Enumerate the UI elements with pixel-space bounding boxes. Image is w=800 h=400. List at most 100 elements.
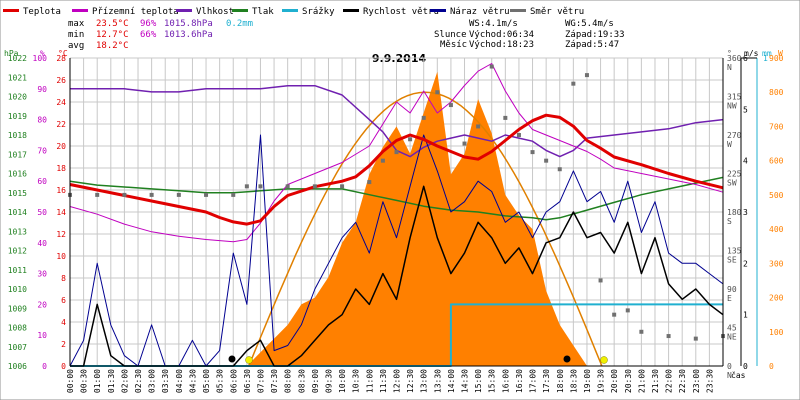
stat-max-hum: 96% [140,19,157,29]
tick-label-w: 300 [769,259,784,268]
info-block: WS:4.1m/s WG:5.4m/s Slunce Východ:06:34 … [434,19,625,50]
stats-block: max 23.5°C 96% 1015.8hPa 0.2mm min 12.7°… [68,19,253,51]
tick-label-deg: 360 [727,54,742,63]
tick-label-deg: 315 [727,93,742,102]
legend: Teplota Přízemní teplota Vlhkost Tlak Srážky… [3,7,584,17]
tick-label-dir: NE [727,333,737,342]
x-tick-label: 00:00 [66,369,75,393]
tick-label-w: 900 [769,54,784,63]
x-tick-label: 18:00 [556,369,565,393]
axes: 1006100710081009101010111012101310141015… [8,54,784,380]
legend-swatch-rychlost [343,9,359,12]
tick-label-w: 600 [769,157,784,166]
wind-direction-point [231,192,236,197]
tick-label-degc: 14 [56,208,66,217]
tick-label-ms: 0 [743,362,748,371]
wind-direction-point [625,308,630,313]
sun-set: Západ:19:33 [565,30,625,40]
wind-direction-point [380,158,385,163]
wind-direction-point [516,133,521,137]
tick-label-hpa: 1022 [8,54,27,63]
legend-swatch-teplota [3,9,19,12]
tick-label-w: 200 [769,294,784,303]
legend-label-rychlost: Rychlost větru [363,7,439,17]
wind-direction-point [258,184,263,189]
x-tick-label: 04:00 [175,369,184,393]
tick-label-hpa: 1009 [8,304,27,313]
tick-label-ms: 3 [743,208,748,217]
tick-label-pct: 20 [37,300,47,309]
x-tick-label: 10:30 [352,369,361,393]
x-tick-label: 03:00 [148,369,157,393]
legend-swatch-prizemni [72,9,88,12]
stat-min-press: 1013.6hPa [164,30,213,40]
tick-label-hpa: 1017 [8,150,27,159]
tick-label-ms: 1 [743,311,748,320]
tick-label-w: 800 [769,88,784,97]
solar-area [246,71,587,366]
legend-label-tlak: Tlak [252,7,274,17]
sun-rise: Východ:06:34 [469,30,534,40]
wind-direction-point [394,150,399,155]
x-tick-label: 09:30 [324,369,333,393]
x-tick-label: 14:00 [447,369,456,393]
tick-label-hpa: 1016 [8,170,27,179]
tick-label-degc: 2 [61,340,66,349]
axis-unit-degc: °C [58,49,68,58]
tick-label-dir: W [727,140,732,149]
tick-label-degc: 4 [61,318,66,327]
x-tick-label: 02:30 [134,369,143,393]
tick-label-ms: 5 [743,105,748,114]
x-tick-label: 21:00 [637,369,646,393]
x-tick-label: 07:00 [256,369,265,393]
tick-label-degc: 24 [56,98,66,107]
x-tick-label: 08:00 [284,369,293,393]
tick-label-deg: 270 [727,131,742,140]
tick-label-w: 100 [769,328,784,337]
tick-label-ms: 2 [743,259,748,268]
x-tick-label: 22:00 [665,369,674,393]
wind-direction-point [408,137,413,142]
x-tick-label: 13:30 [433,369,442,393]
axis-unit-mm: mm [762,49,772,58]
stat-avg-label: avg [68,41,84,51]
stat-avg-temp: 18.2°C [96,41,129,51]
tick-label-pct: 70 [37,146,47,155]
x-tick-label: 20:00 [610,369,619,393]
series-line-teplota [69,113,724,226]
x-tick-label: 07:30 [270,369,279,393]
x-tick-label: 06:00 [229,369,238,393]
tick-label-degc: 8 [61,274,66,283]
x-tick-label: 13:00 [420,369,429,393]
stat-max-label: max [68,19,85,29]
tick-label-pct: 10 [37,331,47,340]
moon-set: Západ:5:47 [565,40,619,50]
wind-direction-point [693,336,698,341]
tick-label-pct: 50 [37,208,47,217]
wind-direction-point [571,81,576,86]
wind-direction-point [503,115,508,120]
tick-label-dir: E [727,294,732,303]
tick-label-w: 400 [769,225,784,234]
x-tick-label: 04:30 [188,369,197,393]
wind-direction-point [367,180,372,185]
x-tick-label: 19:00 [583,369,592,393]
wind-gust-info: WG:5.4m/s [565,19,614,29]
tick-label-deg: 135 [727,247,742,256]
legend-swatch-naraz [430,9,446,12]
tick-label-dir: N [727,371,732,380]
series-line-tlak [69,176,724,221]
x-tick-label: 12:30 [406,369,415,393]
x-tick-label: 14:30 [461,369,470,393]
x-tick-label: 11:30 [379,369,388,393]
tick-label-deg: 0 [727,362,732,371]
legend-label-prizemni: Přízemní teplota [92,7,179,17]
tick-label-degc: 10 [56,252,66,261]
legend-swatch-vlhkost [176,9,192,12]
x-tick-label: 16:00 [501,369,510,393]
tick-label-pct: 30 [37,270,47,279]
legend-swatch-tlak [232,9,248,12]
tick-label-degc: 0 [61,362,66,371]
tick-label-degc: 20 [56,142,66,151]
